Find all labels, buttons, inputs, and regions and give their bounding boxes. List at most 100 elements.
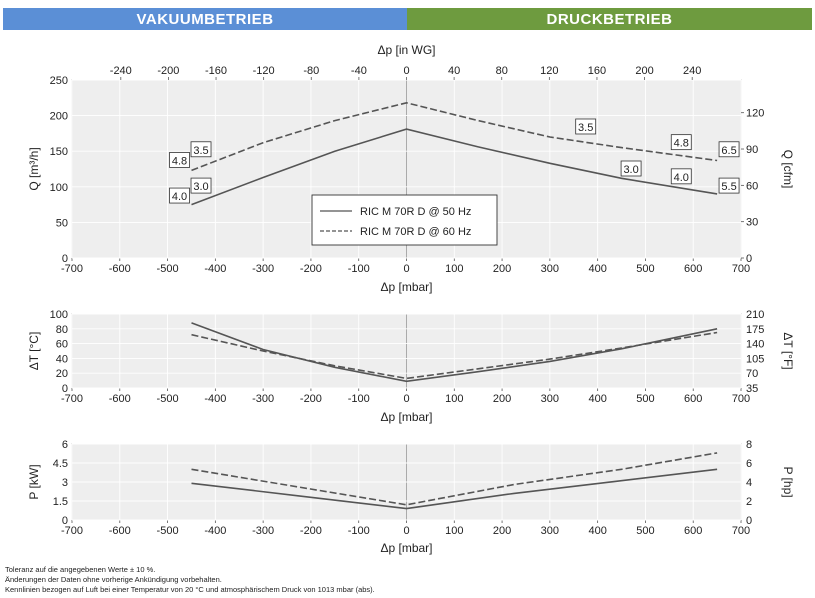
power-ytick-label: 1.5 bbox=[53, 496, 68, 508]
flow-x2tick-label: -40 bbox=[351, 65, 367, 77]
flow-annotation-box bbox=[169, 152, 190, 168]
flow-xtick-label: -300 bbox=[252, 263, 274, 275]
flow-ylabel: Q [m³/h] bbox=[27, 147, 41, 190]
flow-annotation: 4.8 bbox=[674, 138, 689, 150]
flow-xtick-label: -600 bbox=[109, 263, 131, 275]
temperature-xtick-label: 100 bbox=[445, 393, 463, 405]
flow-ytick-label: 50 bbox=[56, 217, 68, 229]
flow-annotation-box bbox=[169, 187, 190, 204]
flow-x2tick-label: 200 bbox=[635, 65, 653, 77]
temperature-series-line-60hz bbox=[191, 331, 718, 380]
flow-x2tick-label: -120 bbox=[253, 65, 275, 77]
flow-ytick-label: 0 bbox=[62, 253, 68, 265]
temperature-y2tick-label: 175 bbox=[746, 324, 764, 336]
power-y2tick-label: 2 bbox=[746, 496, 752, 508]
temperature-y2label: ΔT [°F] bbox=[781, 332, 795, 369]
power-xtick-label: -500 bbox=[157, 525, 179, 537]
power-xtick-label: 300 bbox=[541, 525, 559, 537]
temperature-xtick-label: 400 bbox=[588, 393, 606, 405]
flow-y2tick-label: 0 bbox=[746, 253, 752, 265]
temperature-ytick-label: 40 bbox=[56, 353, 68, 365]
temperature-ytick-label: 0 bbox=[62, 383, 68, 395]
temperature-y2tick-label: 70 bbox=[746, 368, 758, 380]
temperature-y2tick-label: 210 bbox=[746, 309, 764, 321]
power-xtick-label: -200 bbox=[300, 525, 322, 537]
flow-annotation: 4.0 bbox=[674, 172, 689, 184]
power-ytick-label: 3 bbox=[62, 477, 68, 489]
temperature-ylabel: ΔT [°C] bbox=[27, 332, 41, 371]
temperature-xlabel: Δp [mbar] bbox=[380, 410, 432, 424]
flow-annotation: 3.0 bbox=[623, 164, 638, 176]
temperature-y2tick-label: 140 bbox=[746, 339, 764, 351]
power-y2tick-label: 8 bbox=[746, 439, 752, 451]
flow-annotation-box bbox=[575, 118, 597, 135]
temperature-xtick-label: -100 bbox=[348, 393, 370, 405]
flow-x2tick-label: 160 bbox=[588, 65, 606, 77]
mode-header: VAKUUMBETRIEB DRUCKBETRIEB bbox=[3, 8, 812, 30]
flow-annotation-box bbox=[718, 177, 740, 194]
power-y2tick-label: 4 bbox=[746, 477, 752, 489]
footnote-tolerance: Toleranz auf die angegebenen Werte ± 10 … bbox=[5, 565, 156, 574]
flow-x2tick-label: -80 bbox=[303, 65, 319, 77]
flow-annotation-box bbox=[190, 141, 212, 158]
flow-annotation-box bbox=[670, 168, 692, 185]
flow-annotation-box bbox=[670, 134, 692, 151]
footnote-changes: Änderungen der Daten ohne vorherige Ankü… bbox=[5, 575, 222, 584]
flow-xtick-label: -100 bbox=[348, 263, 370, 275]
flow-x2tick-label: -200 bbox=[157, 65, 179, 77]
flow-x2tick-label: 80 bbox=[496, 65, 508, 77]
temperature-y2tick-label: 35 bbox=[746, 383, 758, 395]
flow-y2label: Q [cfm] bbox=[781, 150, 795, 189]
flow-x2label: Δp [in WG] bbox=[377, 43, 435, 57]
flow-legend-entry: RIC M 70R D @ 60 Hz bbox=[360, 226, 471, 238]
footnotes: Toleranz auf die angegebenen Werte ± 10 … bbox=[5, 565, 375, 595]
power-ylabel: P [kW] bbox=[27, 464, 41, 499]
flow-series-line-50hz bbox=[191, 128, 718, 206]
flow-ytick-label: 250 bbox=[50, 75, 68, 87]
temperature-xtick-label: 300 bbox=[541, 393, 559, 405]
flow-xtick-label: -200 bbox=[300, 263, 322, 275]
temperature-ytick-label: 60 bbox=[56, 339, 68, 351]
power-y2tick-label: 0 bbox=[746, 515, 752, 527]
flow-annotation: 3.0 bbox=[193, 181, 208, 193]
power-xtick-label: -300 bbox=[252, 525, 274, 537]
pressure-mode-label: DRUCKBETRIEB bbox=[407, 8, 812, 30]
flow-y2tick-label: 60 bbox=[746, 180, 758, 192]
flow-x2tick-label: 240 bbox=[683, 65, 701, 77]
flow-x2tick-label: 40 bbox=[448, 65, 460, 77]
flow-x2tick-label: -160 bbox=[205, 65, 227, 77]
flow-xtick-label: 700 bbox=[732, 263, 750, 275]
temperature-xtick-label: 500 bbox=[636, 393, 654, 405]
power-ytick-label: 0 bbox=[62, 515, 68, 527]
power-xlabel: Δp [mbar] bbox=[380, 541, 432, 555]
power-xtick-label: 100 bbox=[445, 525, 463, 537]
temperature-xtick-label: 200 bbox=[493, 393, 511, 405]
temperature-xtick-label: -600 bbox=[109, 393, 131, 405]
flow-annotation: 6.5 bbox=[721, 145, 736, 157]
power-xtick-label: -600 bbox=[109, 525, 131, 537]
flow-xtick-label: 600 bbox=[684, 263, 702, 275]
flow-legend-entry: RIC M 70R D @ 50 Hz bbox=[360, 206, 471, 218]
flow-annotation-box bbox=[718, 141, 740, 158]
flow-annotation-box bbox=[620, 160, 642, 177]
temperature-ytick-label: 80 bbox=[56, 324, 68, 336]
flow-xtick-label: -700 bbox=[61, 263, 83, 275]
flow-y2tick-label: 90 bbox=[746, 144, 758, 156]
power-y2tick-label: 6 bbox=[746, 458, 752, 470]
flow-ytick-label: 200 bbox=[50, 111, 68, 123]
power-series-line-60hz bbox=[191, 452, 718, 506]
power-ytick-label: 6 bbox=[62, 439, 68, 451]
temperature-xtick-label: -700 bbox=[61, 393, 83, 405]
flow-annotation: 4.0 bbox=[172, 191, 187, 203]
flow-xtick-label: 500 bbox=[636, 263, 654, 275]
flow-annotation: 4.8 bbox=[172, 155, 187, 167]
temperature-ytick-label: 100 bbox=[50, 309, 68, 321]
flow-xtick-label: 200 bbox=[493, 263, 511, 275]
power-xtick-label: 200 bbox=[493, 525, 511, 537]
power-xtick-label: 500 bbox=[636, 525, 654, 537]
power-y2label: P [hp] bbox=[781, 466, 795, 497]
flow-y2tick-label: 30 bbox=[746, 217, 758, 229]
temperature-ytick-label: 20 bbox=[56, 368, 68, 380]
flow-annotation: 3.5 bbox=[578, 122, 593, 134]
